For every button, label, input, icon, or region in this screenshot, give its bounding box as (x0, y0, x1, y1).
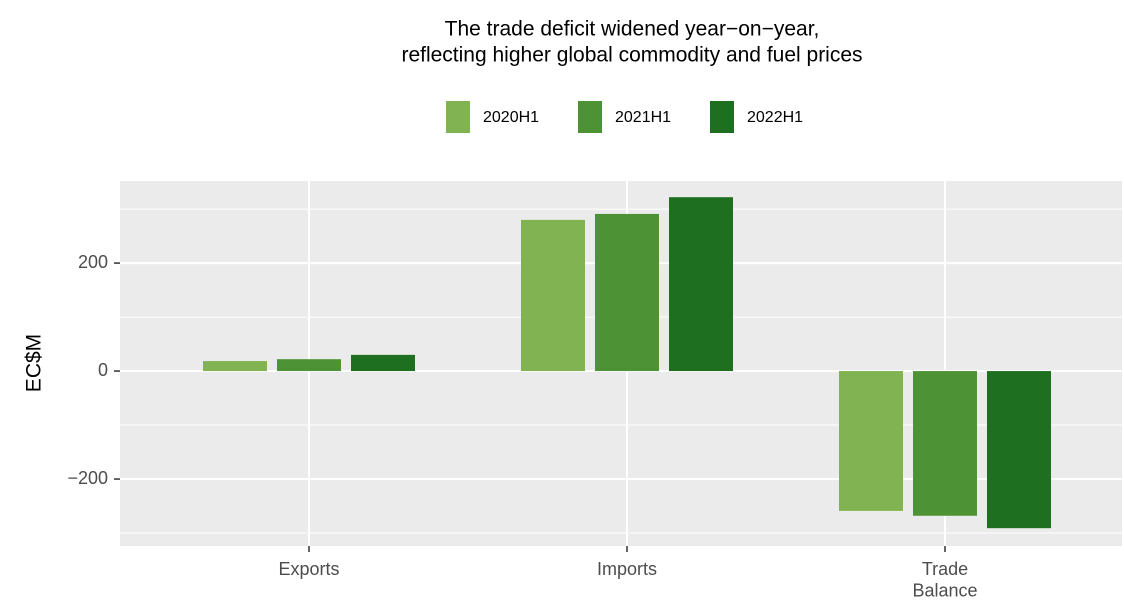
legend-key (710, 101, 734, 133)
legend-key (446, 101, 470, 133)
bar (277, 359, 341, 372)
legend-label: 2022H1 (747, 109, 803, 126)
bar (521, 219, 585, 372)
bar (351, 354, 415, 372)
bar (987, 371, 1051, 529)
y-tick-label: 0 (98, 360, 108, 380)
y-axis-label: EC$M (23, 334, 46, 392)
bar (203, 361, 267, 372)
legend-key (578, 101, 602, 133)
legend-label: 2020H1 (483, 109, 539, 126)
bar (913, 371, 977, 516)
bar (839, 371, 903, 511)
bar (595, 213, 659, 372)
x-tick-label: Imports (597, 559, 657, 579)
y-tick-label: 200 (78, 252, 108, 272)
legend-label: 2021H1 (615, 109, 671, 126)
chart-title: The trade deficit widened year−on−year, (445, 18, 820, 41)
x-tick-label: Exports (278, 559, 339, 579)
chart-subtitle: reflecting higher global commodity and f… (401, 44, 862, 67)
x-tick-label: Trade Balance (912, 559, 977, 601)
bar (669, 197, 733, 372)
y-tick-label: −200 (67, 468, 108, 488)
